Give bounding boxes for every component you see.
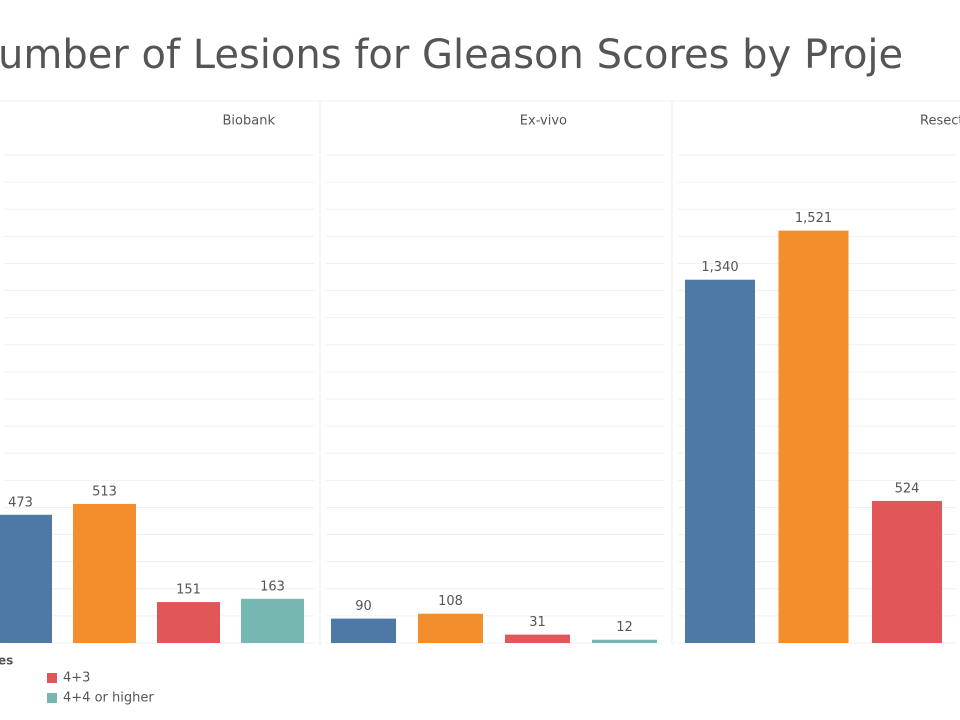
value-label: 31 [529,615,546,630]
bar [157,602,220,643]
bar [685,279,755,643]
value-label: 163 [260,579,285,594]
legend-title: es [0,654,13,668]
value-label: 524 [895,481,920,496]
legend-label: 4+4 or higher [63,691,154,706]
bar [505,634,570,643]
facet-label: Biobank [223,114,276,129]
value-label: 1,521 [795,211,832,226]
bar [0,514,52,643]
value-label: 90 [355,599,372,614]
bar [418,613,483,643]
bar [73,503,136,643]
legend-swatch [47,693,57,703]
value-label: 151 [176,583,201,598]
value-label: 1,340 [701,260,738,275]
facet-label: Ex-vivo [520,114,567,129]
bar [592,639,657,643]
value-label: 473 [8,495,33,510]
bar [872,500,942,643]
facet-label: Resect [920,114,960,129]
value-label: 12 [616,620,633,635]
bar [331,618,396,643]
chart-title: umber of Lesions for Gleason Scores by P… [0,32,903,78]
legend-swatch [47,673,57,683]
value-label: 513 [92,484,117,499]
value-label: 108 [438,594,463,609]
bar [241,598,304,643]
bar [778,230,849,643]
legend-label: 4+3 [63,671,90,686]
